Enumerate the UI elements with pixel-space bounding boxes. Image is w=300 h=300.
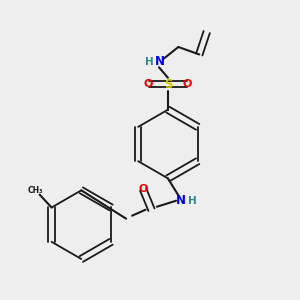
- Text: N: N: [154, 56, 165, 68]
- Text: O: O: [138, 184, 148, 194]
- Text: H: H: [145, 57, 154, 67]
- Text: N: N: [176, 194, 186, 207]
- Text: S: S: [164, 78, 172, 91]
- Text: CH₃: CH₃: [27, 186, 43, 195]
- Text: H: H: [188, 196, 197, 206]
- Text: O: O: [183, 79, 192, 89]
- Text: O: O: [144, 79, 153, 89]
